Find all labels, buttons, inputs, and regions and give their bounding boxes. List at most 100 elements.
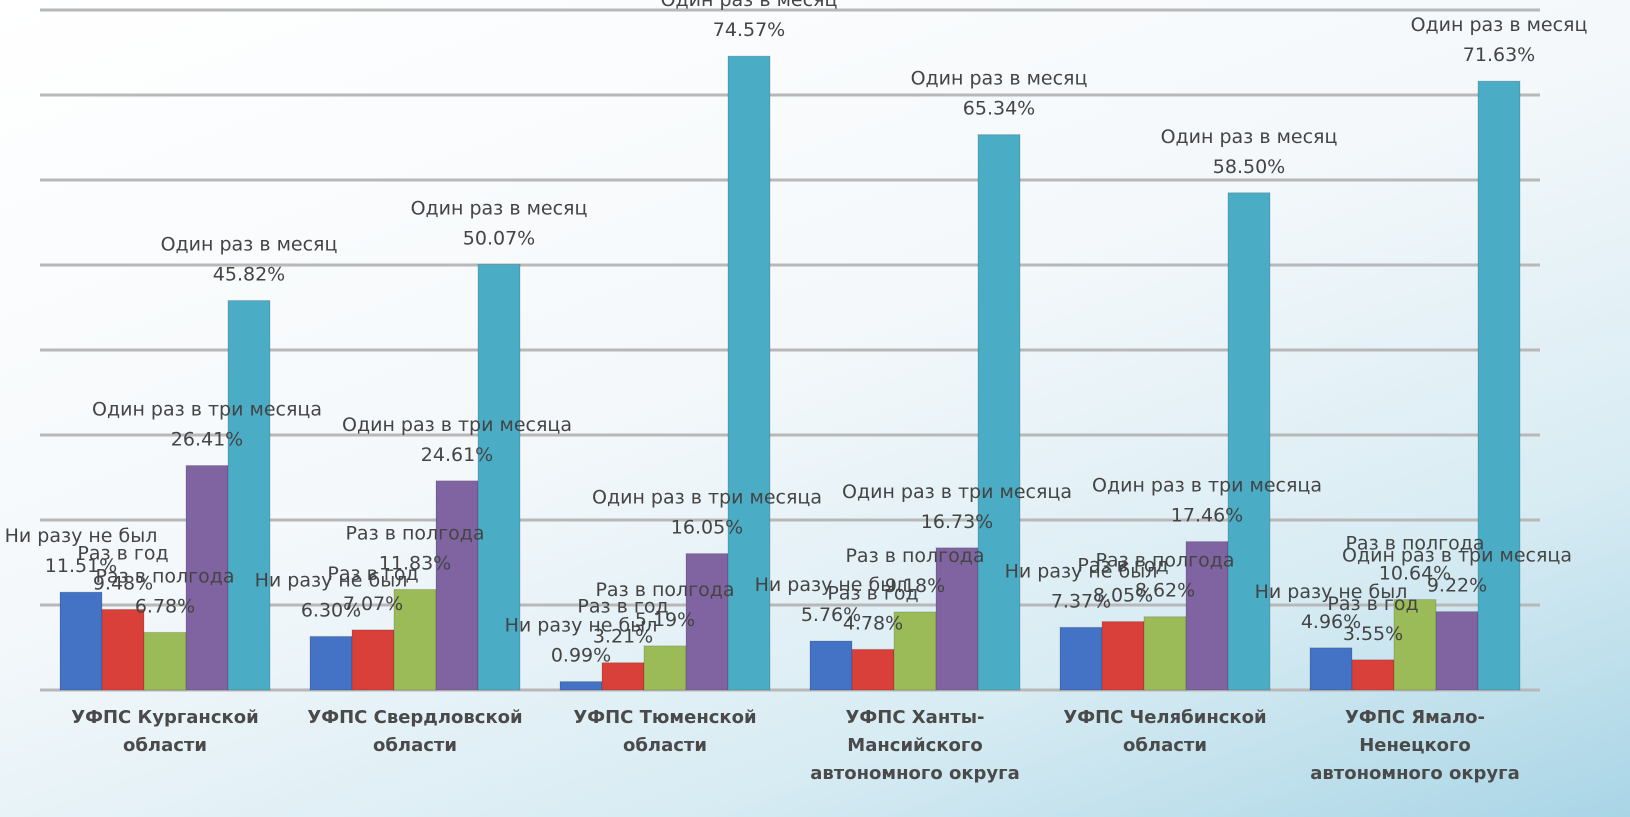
label-series-name: Ни разу не был	[755, 574, 908, 596]
label-series-name: Ни разу не был	[5, 525, 158, 547]
data-label: Один раз в три месяца 24.61%	[342, 414, 572, 466]
label-series-name: Раз в полгода	[595, 579, 734, 601]
label-value: 6.30%	[301, 599, 361, 621]
data-label: Раз в полгода 6.78%	[95, 565, 234, 617]
label-value: 9.48%	[93, 572, 153, 594]
label-value: 4.96%	[1301, 611, 1361, 633]
label-value: 9.22%	[1427, 575, 1487, 597]
label-value: 6.78%	[135, 595, 195, 617]
bar	[1477, 80, 1521, 691]
label-series-name: Раз в год	[827, 582, 918, 604]
data-label: Ни разу не был 5.76%	[755, 574, 908, 626]
data-label: Один раз в месяц 45.82%	[161, 234, 338, 286]
bar	[1435, 611, 1479, 691]
label-series-name: Один раз в три месяца	[842, 481, 1072, 503]
data-label: Ни разу не был 0.99%	[505, 615, 658, 667]
bar	[643, 645, 687, 691]
label-value: 65.34%	[963, 98, 1035, 120]
label-value: 8.05%	[1093, 585, 1153, 607]
data-label: Один раз в три месяца 26.41%	[92, 399, 322, 451]
label-value: 11.51%	[45, 555, 117, 577]
label-value: 4.78%	[843, 612, 903, 634]
data-label: Раз в полгода 11.83%	[345, 522, 484, 574]
label-value: 8.62%	[1135, 580, 1195, 602]
label-series-name: Один раз в три месяца	[592, 487, 822, 509]
label-series-name: Один раз в три месяца	[92, 399, 322, 421]
bar	[685, 553, 729, 691]
bar	[809, 640, 853, 691]
label-series-name: Ни разу не был	[1005, 560, 1158, 582]
bar	[1393, 599, 1437, 691]
label-value: 10.64%	[1379, 563, 1451, 585]
data-label: Один раз в месяц 74.57%	[661, 0, 838, 41]
bar	[1059, 626, 1103, 691]
label-series-name: Один раз в три месяца	[342, 414, 572, 436]
data-label: Один раз в месяц 71.63%	[1411, 14, 1588, 66]
label-series-name: Раз в год	[1327, 593, 1418, 615]
data-label: Раз в полгода 8.62%	[1095, 550, 1234, 602]
bar	[893, 611, 937, 691]
bar	[59, 591, 103, 691]
label-value: 5.19%	[635, 609, 695, 631]
data-label: Ни разу не был 6.30%	[255, 569, 408, 621]
label-value: 74.57%	[713, 19, 785, 41]
bar	[851, 648, 895, 691]
label-value: 16.05%	[671, 517, 743, 539]
label-value: 3.55%	[1343, 623, 1403, 645]
bar	[435, 480, 479, 691]
label-series-name: Раз в полгода	[95, 565, 234, 587]
label-series-name: Раз в год	[1077, 555, 1168, 577]
x-tick-label: УФПС Челябинской области	[1063, 707, 1267, 756]
label-value: 3.21%	[593, 626, 653, 648]
bar	[1101, 621, 1145, 691]
bar	[1143, 616, 1187, 691]
label-series-name: Один раз в три месяца	[1092, 475, 1322, 497]
label-series-name: Один раз в месяц	[1161, 126, 1338, 148]
label-series-name: Один раз в три месяца	[1342, 545, 1572, 567]
data-label: Раз в год 4.78%	[827, 582, 918, 634]
data-label: Один раз в три месяца 9.22%	[1342, 545, 1572, 597]
bar	[1227, 192, 1271, 691]
data-label: Один раз в месяц 58.50%	[1161, 126, 1338, 178]
data-label: Раз в год 8.05%	[1077, 555, 1168, 607]
bar	[1351, 659, 1395, 691]
label-value: 58.50%	[1213, 156, 1285, 178]
bar	[351, 629, 395, 691]
bar	[143, 631, 187, 691]
x-tick-label: УФПС Ханты-Мансийского автономного округ…	[810, 707, 1020, 784]
data-label: Один раз в месяц 50.07%	[411, 197, 588, 249]
label-series-name: Раз в год	[327, 563, 418, 585]
data-label: Раз в год 7.07%	[327, 563, 418, 615]
label-series-name: Один раз в месяц	[161, 234, 338, 256]
bar	[1309, 647, 1353, 691]
label-series-name: Раз в полгода	[345, 522, 484, 544]
data-label: Раз в год 9.48%	[77, 542, 168, 594]
bar	[101, 608, 145, 691]
data-label: Раз в год 3.55%	[1327, 593, 1418, 645]
x-tick-label: УФПС Тюменской области	[573, 707, 757, 756]
label-value: 11.83%	[379, 552, 451, 574]
bar	[477, 263, 521, 691]
label-value: 16.73%	[921, 511, 993, 533]
label-series-name: Раз в полгода	[845, 545, 984, 567]
label-series-name: Один раз в месяц	[411, 197, 588, 219]
bar	[935, 547, 979, 691]
label-value: 50.07%	[463, 227, 535, 249]
data-label: Ни разу не был 7.37%	[1005, 560, 1158, 612]
x-tick-label: УФПС Ямало-Ненецкого автономного округа	[1310, 707, 1520, 784]
x-tick-label: УФПС Курганской области	[71, 707, 259, 756]
label-series-name: Раз в полгода	[1345, 533, 1484, 555]
x-tick-label: УФПС Свердловской области	[307, 707, 523, 756]
label-value: 9.18%	[885, 575, 945, 597]
label-series-name: Один раз в месяц	[1411, 14, 1588, 36]
data-label: Один раз в три месяца 16.05%	[592, 487, 822, 539]
label-value: 71.63%	[1463, 44, 1535, 66]
bar	[309, 635, 353, 691]
data-label: Один раз в месяц 65.34%	[911, 68, 1088, 120]
data-label: Раз в год 3.21%	[577, 596, 668, 648]
label-series-name: Раз в полгода	[1095, 550, 1234, 572]
label-value: 17.46%	[1171, 505, 1243, 527]
label-value: 24.61%	[421, 444, 493, 466]
